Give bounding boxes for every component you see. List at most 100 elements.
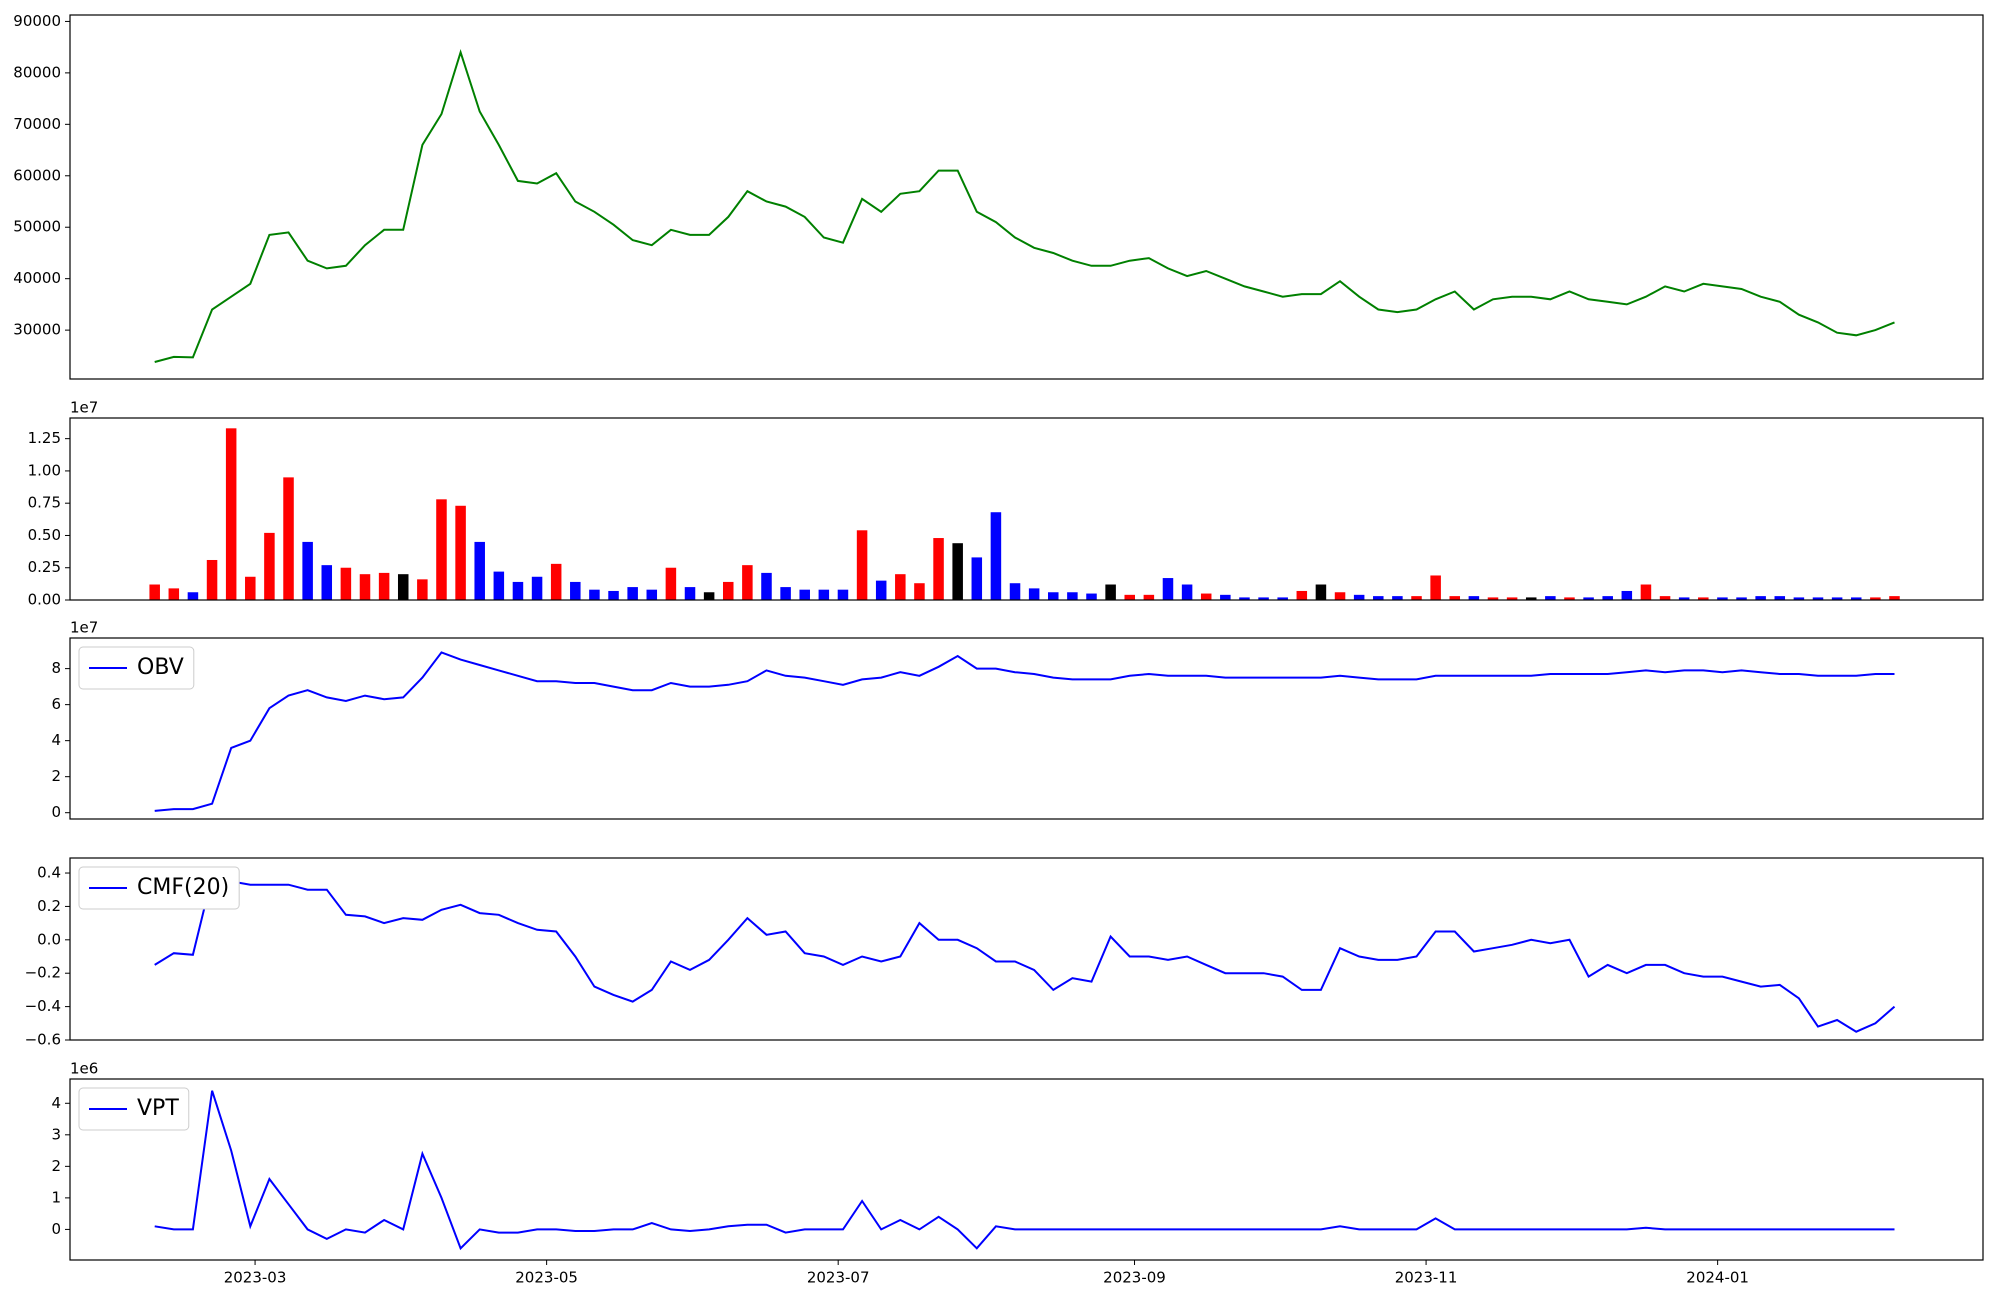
- x-tick-label: 2023-05: [515, 1269, 578, 1287]
- y-tick-label: 50000: [13, 218, 61, 236]
- line: [154, 1090, 1895, 1251]
- subplot: 0.00 0.25 0.50 0.75 1.00 1.25 1e7: [28, 399, 1984, 609]
- y-tick-label: 2: [51, 1157, 61, 1175]
- y-tick-label: 6: [51, 695, 61, 713]
- bar: [1392, 596, 1403, 600]
- bar: [1143, 594, 1155, 600]
- offset-label: 1e6: [70, 1060, 98, 1078]
- bar: [665, 567, 677, 600]
- bar: [1258, 597, 1269, 600]
- bar: [550, 563, 562, 600]
- bar: [761, 572, 772, 600]
- axes-frame: [69, 637, 1984, 820]
- bar: [1850, 597, 1862, 600]
- y-tick-label: 8: [51, 659, 61, 677]
- bar: [971, 557, 983, 600]
- line: [154, 651, 1895, 812]
- bar: [722, 581, 734, 600]
- y-tick-label: −0.6: [25, 1031, 61, 1049]
- offset-label: 1e7: [70, 399, 98, 417]
- bar: [1334, 592, 1346, 600]
- bar: [684, 587, 696, 600]
- x-tick-label: 2024-01: [1686, 1269, 1749, 1287]
- y-tick-label: 3: [51, 1125, 61, 1143]
- legend-label: VPT: [137, 1096, 179, 1121]
- bar: [1200, 593, 1212, 600]
- subplot: −0.6 −0.4 −0.2 0.0 0.2 0.4: [25, 857, 1984, 1049]
- bar: [455, 505, 466, 600]
- bar: [1812, 597, 1824, 600]
- bar: [225, 428, 237, 600]
- y-tick-label: 0.0: [37, 930, 61, 948]
- y-tick-label: 4: [51, 731, 61, 749]
- bar: [570, 581, 581, 600]
- bar: [1086, 593, 1097, 600]
- bar: [1698, 597, 1709, 600]
- bar: [168, 588, 180, 600]
- bar: [1048, 592, 1059, 600]
- bar: [1239, 597, 1250, 600]
- legend: OBV: [78, 646, 195, 690]
- y-tick-label: 60000: [13, 166, 61, 184]
- bar: [933, 538, 944, 600]
- bar: [436, 499, 447, 600]
- bar: [1583, 597, 1594, 600]
- y-tick-label: 40000: [13, 269, 61, 287]
- bar: [206, 559, 218, 600]
- legend: VPT: [78, 1087, 190, 1131]
- bar: [321, 565, 333, 600]
- bar: [417, 579, 428, 600]
- y-tick-label: 0.2: [37, 897, 61, 915]
- y-tick-label: 1: [51, 1188, 61, 1206]
- bar: [1755, 596, 1766, 600]
- bar: [1430, 575, 1441, 600]
- bar: [1028, 588, 1040, 600]
- bar: [1545, 596, 1556, 600]
- bar: [283, 477, 294, 600]
- subplot: 0 1 2 3 4 2023-03 2023-05 2023-07 2023-09 2023-11…: [51, 1060, 1984, 1287]
- bar: [1774, 596, 1786, 600]
- bar: [378, 572, 390, 600]
- bar: [1009, 583, 1021, 600]
- y-tick-label: 4: [51, 1094, 61, 1112]
- bar: [245, 576, 256, 600]
- bar: [493, 571, 505, 600]
- bar: [875, 580, 887, 600]
- line: [154, 875, 1896, 1033]
- y-tick-label: 70000: [13, 115, 61, 133]
- bar: [1678, 597, 1690, 600]
- bar: [1736, 597, 1747, 600]
- axes-frame: [69, 1078, 1984, 1261]
- y-tick-label: 0.50: [28, 526, 61, 544]
- bar: [952, 543, 963, 600]
- bar: [1602, 596, 1613, 600]
- bar: [1220, 594, 1231, 600]
- bar: [895, 574, 906, 600]
- bar: [1659, 596, 1671, 600]
- bar: [1315, 584, 1327, 600]
- bar: [856, 530, 868, 600]
- bar: [1870, 597, 1881, 600]
- bar: [1525, 597, 1537, 600]
- x-tick-label: 2023-07: [807, 1269, 870, 1287]
- bar: [627, 587, 638, 600]
- legend-box: [78, 866, 240, 910]
- bar: [589, 589, 600, 600]
- bar: [531, 576, 543, 600]
- bar: [1889, 596, 1900, 600]
- y-tick-label: 1.00: [28, 461, 61, 479]
- bar: [608, 590, 619, 600]
- legend-label: OBV: [137, 655, 184, 680]
- bar: [264, 532, 275, 600]
- bar: [302, 541, 313, 600]
- bar: [1564, 597, 1575, 600]
- x-tick-label: 2023-09: [1103, 1269, 1166, 1287]
- bar: [1373, 596, 1384, 600]
- bar: [474, 541, 485, 600]
- bar: [359, 574, 371, 600]
- y-tick-label: −0.4: [25, 997, 61, 1015]
- bar: [818, 589, 830, 600]
- y-tick-label: 0.00: [28, 591, 61, 609]
- y-tick-label: 30000: [13, 321, 61, 339]
- axes-frame: [69, 417, 1984, 601]
